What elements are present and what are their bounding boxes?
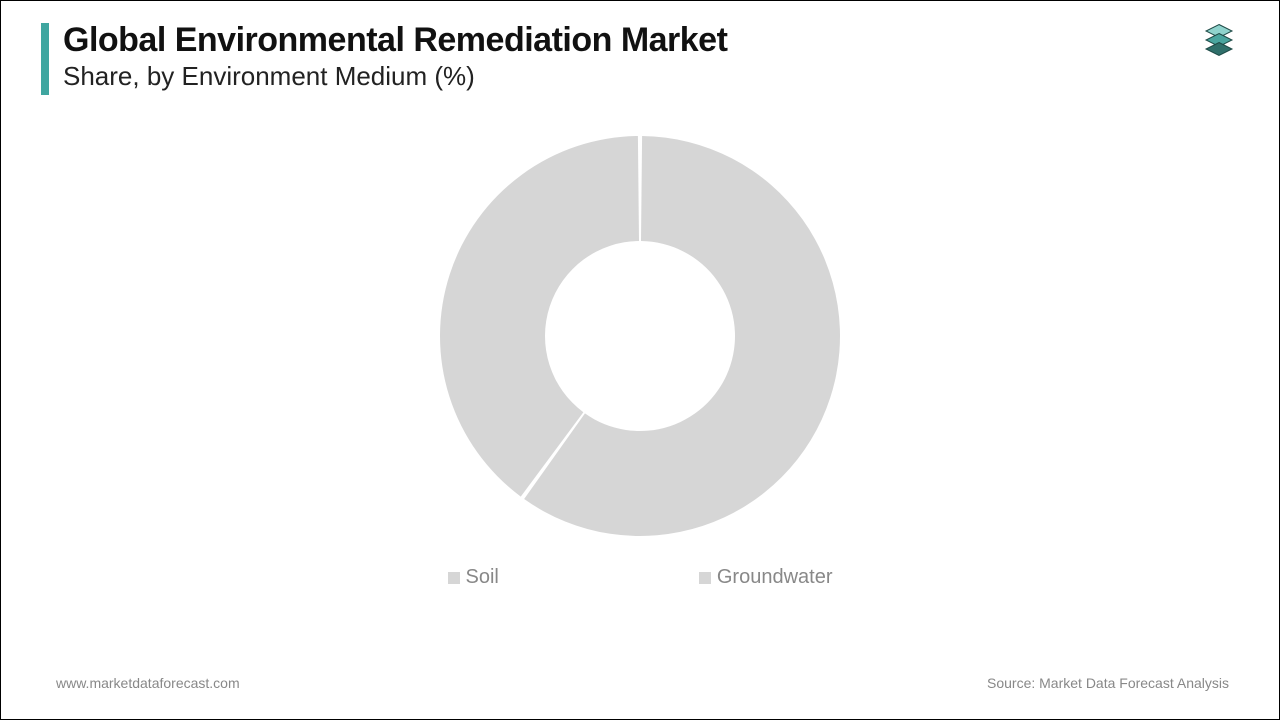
legend-label: Soil [466,566,499,589]
footer-source: Source: Market Data Forecast Analysis [987,675,1229,691]
donut-chart [1,121,1279,551]
frame: Global Environmental Remediation Market … [0,0,1280,720]
legend-label: Groundwater [717,566,833,589]
chart-legend: Soil Groundwater [1,566,1279,589]
header: Global Environmental Remediation Market … [41,23,727,95]
accent-bar [41,23,49,95]
brand-logo-icon [1187,17,1251,73]
chart-subtitle: Share, by Environment Medium (%) [63,61,727,92]
legend-item-soil: Soil [448,566,499,589]
legend-item-groundwater: Groundwater [699,566,833,589]
footer-url: www.marketdataforecast.com [56,675,240,691]
title-block: Global Environmental Remediation Market … [63,23,727,92]
legend-swatch-icon [699,572,711,584]
legend-swatch-icon [448,572,460,584]
chart-title: Global Environmental Remediation Market [63,23,727,59]
